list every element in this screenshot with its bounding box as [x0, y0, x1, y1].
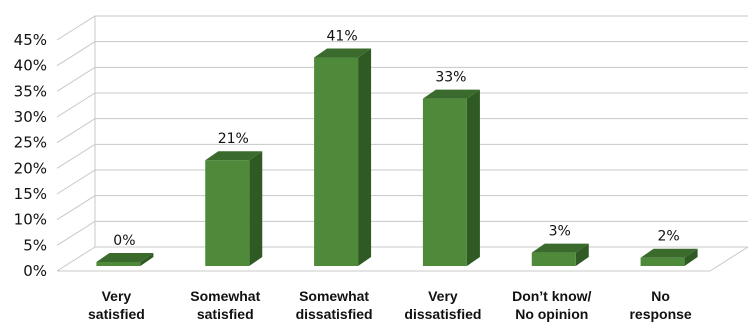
y-tick-label: 10% [14, 211, 47, 229]
gridline [56, 66, 748, 92]
data-label: 41% [327, 29, 358, 45]
y-tick-label: 30% [14, 108, 47, 126]
bar-front [205, 160, 250, 266]
bar [205, 151, 263, 266]
gridline [56, 220, 748, 246]
category-label: No opinion [515, 306, 588, 322]
category-label: dissatisfied [404, 306, 481, 322]
category-label: dissatisfied [296, 306, 373, 322]
gridline [56, 143, 748, 169]
y-tick-label: 35% [14, 82, 47, 100]
bar-side [249, 151, 263, 266]
bar-front [422, 98, 467, 266]
bar-top [640, 248, 698, 258]
bar [314, 48, 372, 267]
category-label: Very [428, 288, 458, 304]
y-tick-label: 5% [23, 236, 47, 254]
bar [531, 243, 589, 266]
bar-top [531, 243, 589, 253]
bar [96, 253, 154, 266]
bar-top [314, 48, 372, 58]
y-tick-label: 45% [14, 31, 47, 49]
y-axis-tick-labels: 0% 5% 10% 15% 20% 25% 30% 35% 40% 45% [14, 31, 47, 280]
gridline [56, 118, 748, 144]
gridline [56, 41, 748, 67]
category-label: satisfied [197, 306, 254, 322]
category-label: satisfied [88, 306, 145, 322]
category-labels: Very satisfied Somewhat satisfied Somewhat di… [88, 288, 692, 322]
gridlines [56, 15, 749, 272]
category-label: Somewhat [190, 288, 260, 304]
data-label: 2% [657, 229, 679, 245]
bar-side [575, 243, 589, 266]
bar-front [640, 257, 685, 266]
bars [96, 48, 698, 267]
gridline [56, 195, 748, 221]
gridline [56, 169, 748, 195]
category-label: Somewhat [299, 288, 369, 304]
data-labels: 0% 21% 41% 33% 3% 2% [113, 29, 679, 249]
floor-right-edge [709, 246, 749, 272]
y-tick-label: 0% [23, 262, 47, 280]
bar-front [314, 57, 359, 267]
data-label: 3% [549, 224, 571, 240]
y-tick-label: 40% [14, 57, 47, 75]
category-label: response [629, 306, 691, 322]
bar-top [422, 89, 480, 99]
y-tick-label: 25% [14, 134, 47, 152]
bar [422, 89, 480, 266]
bar-top [205, 151, 263, 161]
bar-front [531, 252, 576, 266]
y-tick-label: 15% [14, 185, 47, 203]
category-label: No [651, 288, 670, 304]
bar-side [140, 253, 154, 266]
bar-side [684, 248, 698, 266]
gridline [56, 15, 748, 41]
y-tick-label: 20% [14, 159, 47, 177]
bar-side [466, 89, 480, 266]
category-label: Don’t know/ [512, 288, 591, 304]
bar-side [358, 48, 372, 267]
gridline [56, 92, 748, 118]
bar [640, 248, 698, 266]
data-label: 21% [218, 131, 249, 147]
bar-top [96, 253, 154, 262]
category-label: Very [102, 288, 132, 304]
bar-front [96, 262, 141, 266]
data-label: 33% [435, 70, 466, 86]
data-label: 0% [113, 233, 135, 249]
